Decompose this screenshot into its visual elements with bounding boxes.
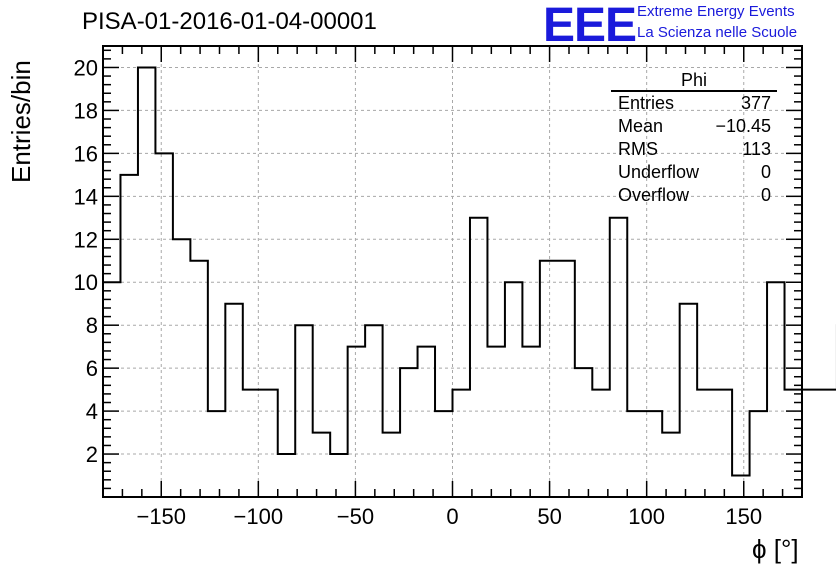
histogram-bin — [505, 282, 522, 497]
stats-label: Overflow — [618, 185, 690, 205]
histogram-bin — [522, 347, 539, 497]
y-tick-label: 18 — [74, 98, 98, 123]
stats-row-mean: Mean −10.45 — [611, 115, 777, 138]
histogram-bin — [313, 433, 330, 497]
stats-row-entries: Entries 377 — [611, 92, 777, 115]
x-axis-label: ϕ [°] — [752, 534, 799, 564]
histogram-series — [102, 66, 836, 497]
histogram-bin — [627, 411, 644, 497]
histogram-bin — [557, 261, 574, 497]
histogram-bin — [732, 476, 749, 497]
y-tick-label: 6 — [86, 356, 98, 381]
histogram-bin — [383, 433, 400, 497]
x-tick-labels: −150 −100 −50 0 50 100 150 — [136, 504, 762, 529]
x-tick-label: −50 — [337, 504, 374, 529]
logo-line-2: La Scienza nelle Scuole — [637, 24, 798, 41]
histogram-bin — [680, 304, 697, 497]
x-tick-label: 0 — [446, 504, 458, 529]
y-tick-label: 2 — [86, 442, 98, 467]
stats-value: 113 — [742, 139, 771, 159]
x-tick-label: 100 — [628, 504, 665, 529]
histogram-bin — [592, 390, 609, 497]
histogram-bin — [802, 390, 819, 497]
y-tick-label: 4 — [86, 399, 98, 424]
stats-label: Mean — [618, 116, 664, 136]
x-tick-label: −100 — [234, 504, 284, 529]
eee-logo: EEE — [543, 0, 637, 52]
histogram-bin — [610, 218, 627, 497]
stats-box: Phi Entries 377 Mean −10.45 RMS 113 Unde… — [611, 70, 777, 207]
histogram-bin — [750, 411, 767, 497]
y-tick-label: 14 — [74, 184, 98, 209]
histogram-bin — [697, 390, 714, 497]
stats-value: 0 — [760, 162, 771, 182]
stats-row-rms: RMS 113 — [611, 138, 777, 161]
histogram-bin — [155, 153, 172, 497]
histogram-bin — [715, 390, 732, 497]
stats-row-underflow: Underflow 0 — [611, 161, 777, 184]
histogram-bin — [278, 454, 295, 497]
histogram-bin — [365, 325, 382, 497]
y-tick-label: 8 — [86, 313, 98, 338]
stats-value: 0 — [760, 185, 771, 205]
logo-line-1: Extreme Energy Events — [637, 3, 795, 20]
histogram-bin — [295, 325, 312, 497]
histogram-bin — [662, 433, 679, 497]
histogram-bin — [575, 368, 592, 497]
histogram-bin — [453, 390, 470, 497]
stats-row-overflow: Overflow 0 — [611, 184, 777, 207]
histogram-bin — [330, 454, 347, 497]
stats-label: Underflow — [618, 162, 700, 182]
y-tick-label: 12 — [74, 227, 98, 252]
histogram-bin — [767, 282, 784, 497]
x-tick-label: 50 — [537, 504, 561, 529]
histogram-bin — [225, 304, 242, 497]
stats-title: Phi — [611, 70, 777, 92]
y-tick-labels: 2 4 6 8 10 12 14 16 18 20 — [74, 55, 98, 467]
histogram-bin — [400, 368, 417, 497]
axis-ticks — [102, 46, 803, 497]
stats-value: −10.45 — [715, 116, 771, 136]
histogram-bin — [540, 261, 557, 497]
y-tick-label: 20 — [74, 55, 98, 80]
histogram-bin — [243, 390, 260, 497]
histogram-outline — [102, 66, 836, 497]
histogram-bin — [190, 261, 207, 497]
histogram-bin — [785, 390, 802, 497]
x-tick-label: −150 — [136, 504, 186, 529]
histogram-bin — [435, 411, 452, 497]
histogram-bin — [487, 347, 504, 497]
plot-title: PISA-01-2016-01-04-00001 — [82, 8, 377, 35]
y-tick-label: 16 — [74, 141, 98, 166]
stats-label: RMS — [618, 139, 658, 159]
stats-value: 377 — [740, 93, 771, 113]
histogram-bin — [173, 239, 190, 497]
histogram-bin — [120, 175, 137, 497]
histogram-bin — [208, 411, 225, 497]
histogram-bin — [819, 390, 836, 497]
histogram-bin — [103, 282, 120, 497]
y-axis-label: Entries/bin — [6, 60, 36, 183]
histogram-bin — [260, 390, 277, 497]
x-tick-label: 150 — [725, 504, 762, 529]
y-tick-label: 10 — [74, 270, 98, 295]
histogram-bin — [138, 67, 155, 497]
histogram-bin — [348, 347, 365, 497]
histogram-bin — [418, 347, 435, 497]
histogram-bin — [470, 218, 487, 497]
stats-label: Entries — [618, 93, 675, 113]
